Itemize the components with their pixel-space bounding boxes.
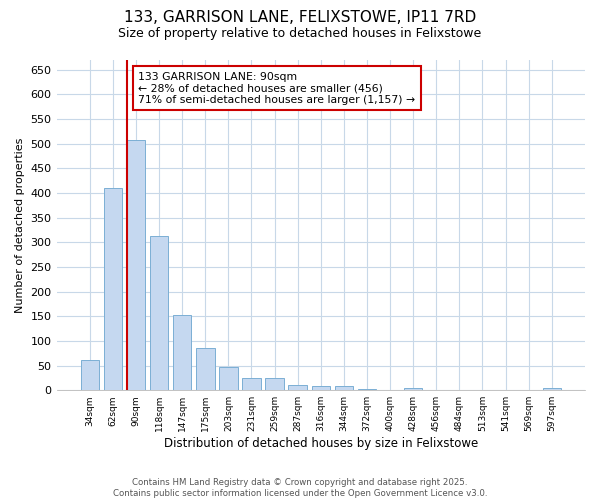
Bar bbox=[196, 348, 215, 390]
Bar bbox=[173, 315, 191, 390]
Bar bbox=[127, 140, 145, 390]
Bar bbox=[358, 388, 376, 390]
Text: 133 GARRISON LANE: 90sqm
← 28% of detached houses are smaller (456)
71% of semi-: 133 GARRISON LANE: 90sqm ← 28% of detach… bbox=[139, 72, 416, 105]
Text: 133, GARRISON LANE, FELIXSTOWE, IP11 7RD: 133, GARRISON LANE, FELIXSTOWE, IP11 7RD bbox=[124, 10, 476, 25]
Bar bbox=[80, 360, 99, 390]
Text: Size of property relative to detached houses in Felixstowe: Size of property relative to detached ho… bbox=[118, 28, 482, 40]
Bar bbox=[104, 188, 122, 390]
Bar bbox=[219, 367, 238, 390]
Bar bbox=[404, 388, 422, 390]
Bar bbox=[289, 385, 307, 390]
X-axis label: Distribution of detached houses by size in Felixstowe: Distribution of detached houses by size … bbox=[164, 437, 478, 450]
Bar bbox=[311, 386, 330, 390]
Bar bbox=[542, 388, 561, 390]
Text: Contains HM Land Registry data © Crown copyright and database right 2025.
Contai: Contains HM Land Registry data © Crown c… bbox=[113, 478, 487, 498]
Bar bbox=[335, 386, 353, 390]
Bar bbox=[150, 236, 169, 390]
Y-axis label: Number of detached properties: Number of detached properties bbox=[15, 138, 25, 313]
Bar bbox=[265, 378, 284, 390]
Bar bbox=[242, 378, 261, 390]
